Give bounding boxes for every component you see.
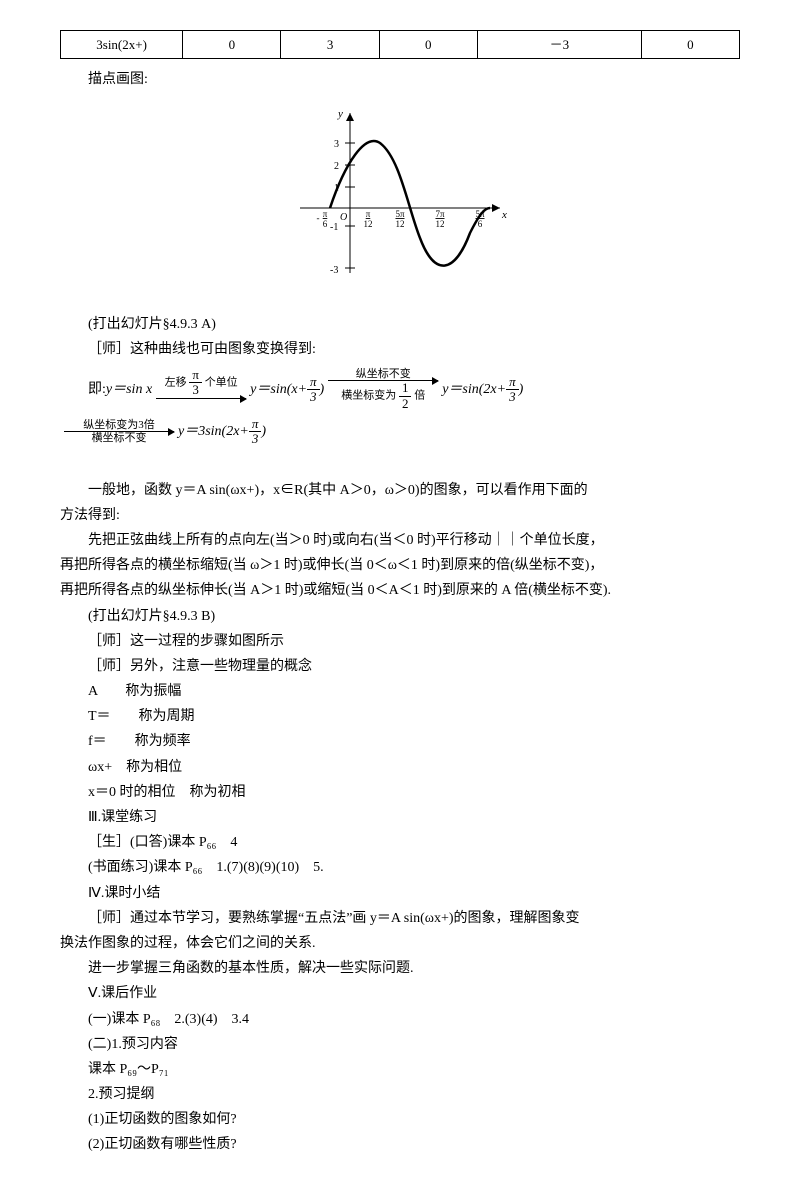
cell-3: －3 — [477, 31, 641, 59]
method-1: 先把正弦曲线上所有的点向左(当＞0 时)或向右(当＜0 时)平行移动｜｜个单位长… — [60, 528, 740, 553]
svg-text:-3: -3 — [330, 265, 338, 276]
svg-text:12: 12 — [396, 219, 405, 229]
section-5: Ⅴ.课后作业 — [60, 981, 740, 1006]
arrow-3: 纵坐标变为3倍 横坐标不变 — [64, 419, 174, 444]
formula-1: y＝sin(x+π3) — [250, 375, 324, 405]
phys-phase: ωx+ 称为相位 — [60, 755, 740, 780]
formula-2: y＝sin(2x+π3) — [442, 375, 523, 405]
cell-4: 0 — [641, 31, 739, 59]
general-1: 一般地，函数 y＝A sin(ωx+)，x∈R(其中 A＞0，ω＞0)的图象，可… — [60, 478, 740, 503]
svg-text:5π: 5π — [475, 209, 485, 219]
hw-6: (2)正切函数有哪些性质? — [60, 1132, 740, 1157]
teacher-3: ［师］另外，注意一些物理量的概念 — [60, 654, 740, 679]
summary-1: ［师］通过本节学习，要熟练掌握“五点法”画 y＝A sin(ωx+)的图象，理解… — [60, 906, 740, 931]
svg-text:6: 6 — [323, 219, 328, 229]
summary-2: 换法作图象的过程，体会它们之间的关系. — [60, 931, 740, 956]
section-4: Ⅳ.课时小结 — [60, 881, 740, 906]
svg-text:-: - — [317, 213, 320, 223]
general-2: 方法得到: — [60, 503, 740, 528]
written: (书面练习)课本 P₆₆ 1.(7)(8)(9)(10) 5. — [60, 855, 740, 880]
teacher-2: ［师］这一过程的步骤如图所示 — [60, 629, 740, 654]
sine-graph: x y O 3 2 1 -1 -3 - π 6 π 12 5π 12 7π 12… — [60, 103, 740, 292]
hw-1: (一)课本 P₆₈ 2.(3)(4) 3.4 — [60, 1007, 740, 1032]
cell-1: 3 — [281, 31, 379, 59]
phys-T: T＝ 称为周期 — [60, 704, 740, 729]
hw-5: (1)正切函数的图象如何? — [60, 1107, 740, 1132]
cell-0: 0 — [183, 31, 281, 59]
hw-3: 课本 P₆₉～P₇₁ — [60, 1057, 740, 1082]
svg-text:6: 6 — [478, 219, 483, 229]
values-table: 3sin(2x+) 0 3 0 －3 0 — [60, 30, 740, 59]
arrow-2: 纵坐标不变 横坐标变为 12 倍 — [328, 368, 438, 411]
svg-text:x: x — [501, 209, 507, 221]
svg-text:3: 3 — [334, 139, 339, 150]
phys-f: f＝ 称为频率 — [60, 729, 740, 754]
hw-4: 2.预习提纲 — [60, 1082, 740, 1107]
svg-text:O: O — [340, 212, 347, 223]
svg-text:π: π — [323, 209, 328, 219]
phys-init: x＝0 时的相位 称为初相 — [60, 780, 740, 805]
oral: ［生］(口答)课本 P₆₆ 4 — [60, 830, 740, 855]
method-2: 再把所得各点的横坐标缩短(当 ω＞1 时)或伸长(当 0＜ω＜1 时)到原来的倍… — [60, 553, 740, 578]
transform-chain-2: 纵坐标变为3倍 横坐标不变 y＝3sin(2x+π3) — [60, 417, 740, 447]
section-3: Ⅲ.课堂练习 — [60, 805, 740, 830]
teacher-1: ［师］这种曲线也可由图象变换得到: — [60, 337, 740, 362]
row-label: 3sin(2x+) — [61, 31, 183, 59]
svg-text:7π: 7π — [435, 209, 445, 219]
arrow-1: 左移 π3 个单位 — [156, 368, 246, 411]
summary-3: 进一步掌握三角函数的基本性质，解决一些实际问题. — [60, 956, 740, 981]
slide-1: (打出幻灯片§4.9.3 A) — [60, 312, 740, 337]
formula-0: y＝sin x — [106, 377, 152, 402]
slide-2: (打出幻灯片§4.9.3 B) — [60, 604, 740, 629]
hw-2: (二)1.预习内容 — [60, 1032, 740, 1057]
transform-chain: 即: y＝sin x 左移 π3 个单位 y＝sin(x+π3) 纵坐标不变 横… — [60, 368, 740, 411]
svg-text:y: y — [337, 108, 343, 120]
svg-text:12: 12 — [436, 219, 445, 229]
cell-2: 0 — [379, 31, 477, 59]
formula-3: y＝3sin(2x+π3) — [178, 417, 266, 447]
svg-text:2: 2 — [334, 161, 339, 172]
phys-A: A 称为振幅 — [60, 679, 740, 704]
svg-text:5π: 5π — [395, 209, 405, 219]
svg-text:-1: -1 — [330, 222, 338, 233]
transform-lead: 即: — [88, 377, 106, 402]
method-3: 再把所得各点的纵坐标伸长(当 A＞1 时)或缩短(当 0＜A＜1 时)到原来的 … — [60, 578, 740, 603]
plot-caption: 描点画图: — [60, 67, 740, 92]
svg-text:12: 12 — [364, 219, 373, 229]
svg-text:π: π — [366, 209, 371, 219]
